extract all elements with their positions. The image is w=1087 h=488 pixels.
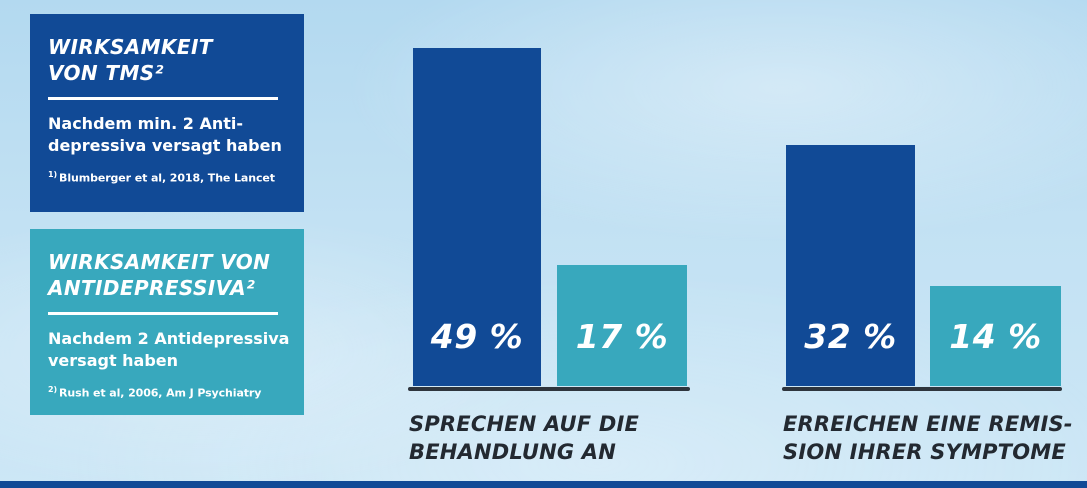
legend-title-antidepressiva-line2: ANTIDEPRESSIVA² <box>48 276 256 300</box>
legend-divider-tms <box>48 97 278 100</box>
legend-body-antidepressiva: Nachdem 2 Antidepressiva versagt haben <box>48 328 290 372</box>
bar-label-antidepressiva-remission: 14 % <box>949 317 1042 356</box>
axis-line-remission <box>782 387 1062 391</box>
legend-footnote-tms-marker: 1) <box>48 170 58 179</box>
legend-title-tms: WIRKSAMKEIT VON TMS² <box>48 34 286 86</box>
bar-antidepressiva-response: 17 % <box>557 265 687 386</box>
caption-response-line1: SPRECHEN AUF DIE <box>409 412 640 436</box>
legend-title-antidepressiva-line1: WIRKSAMKEIT VON <box>48 250 271 274</box>
legend-body-antidepressiva-line2: versagt haben <box>48 351 179 370</box>
bar-antidepressiva-remission: 14 % <box>930 286 1061 386</box>
axis-line-response <box>408 387 690 391</box>
bar-label-tms-remission: 32 % <box>804 317 897 356</box>
bar-tms-remission: 32 % <box>786 145 915 386</box>
legend-body-antidepressiva-line1: Nachdem 2 Antidepressiva <box>48 329 290 348</box>
footer-strip <box>0 481 1087 488</box>
bar-tms-response: 49 % <box>413 48 541 386</box>
legend-box-antidepressiva: WIRKSAMKEIT VON ANTIDEPRESSIVA² Nachdem … <box>30 229 304 415</box>
legend-body-tms-line1: Nachdem min. 2 Anti- <box>48 114 244 133</box>
legend-divider-antidepressiva <box>48 312 278 315</box>
caption-remission: ERREICHEN EINE REMIS- SION IHRER SYMPTOM… <box>783 410 1087 466</box>
legend-footnote-antidepressiva: 2) Rush et al, 2006, Am J Psychiatry <box>48 385 286 400</box>
legend-footnote-tms-text: Blumberger et al, 2018, The Lancet <box>59 171 275 185</box>
caption-remission-line2: SION IHRER SYMPTOME <box>783 440 1066 464</box>
legend-body-tms: Nachdem min. 2 Anti- depressiva versagt … <box>48 113 286 157</box>
legend-title-tms-line1: WIRKSAMKEIT <box>48 35 213 59</box>
legend-footnote-antidepressiva-marker: 2) <box>48 385 58 394</box>
caption-remission-line1: ERREICHEN EINE REMIS- <box>783 412 1073 436</box>
bar-group-response: 49 % 17 % SPRECHEN AUF DIE BEHANDLUNG AN <box>408 0 690 488</box>
bar-group-remission: 32 % 14 % ERREICHEN EINE REMIS- SION IHR… <box>782 0 1073 488</box>
bar-label-antidepressiva-response: 17 % <box>575 317 669 356</box>
bar-label-tms-response: 49 % <box>430 317 524 356</box>
legend-footnote-antidepressiva-text: Rush et al, 2006, Am J Psychiatry <box>59 386 262 400</box>
legend-title-tms-line2: VON TMS² <box>48 61 164 85</box>
legend-title-antidepressiva: WIRKSAMKEIT VON ANTIDEPRESSIVA² <box>48 249 286 301</box>
legend-footnote-tms: 1) Blumberger et al, 2018, The Lancet <box>48 170 286 185</box>
legend-box-tms: WIRKSAMKEIT VON TMS² Nachdem min. 2 Anti… <box>30 14 304 212</box>
caption-response: SPRECHEN AUF DIE BEHANDLUNG AN <box>409 410 729 466</box>
legend-body-tms-line2: depressiva versagt haben <box>48 136 282 155</box>
caption-response-line2: BEHANDLUNG AN <box>409 440 617 464</box>
